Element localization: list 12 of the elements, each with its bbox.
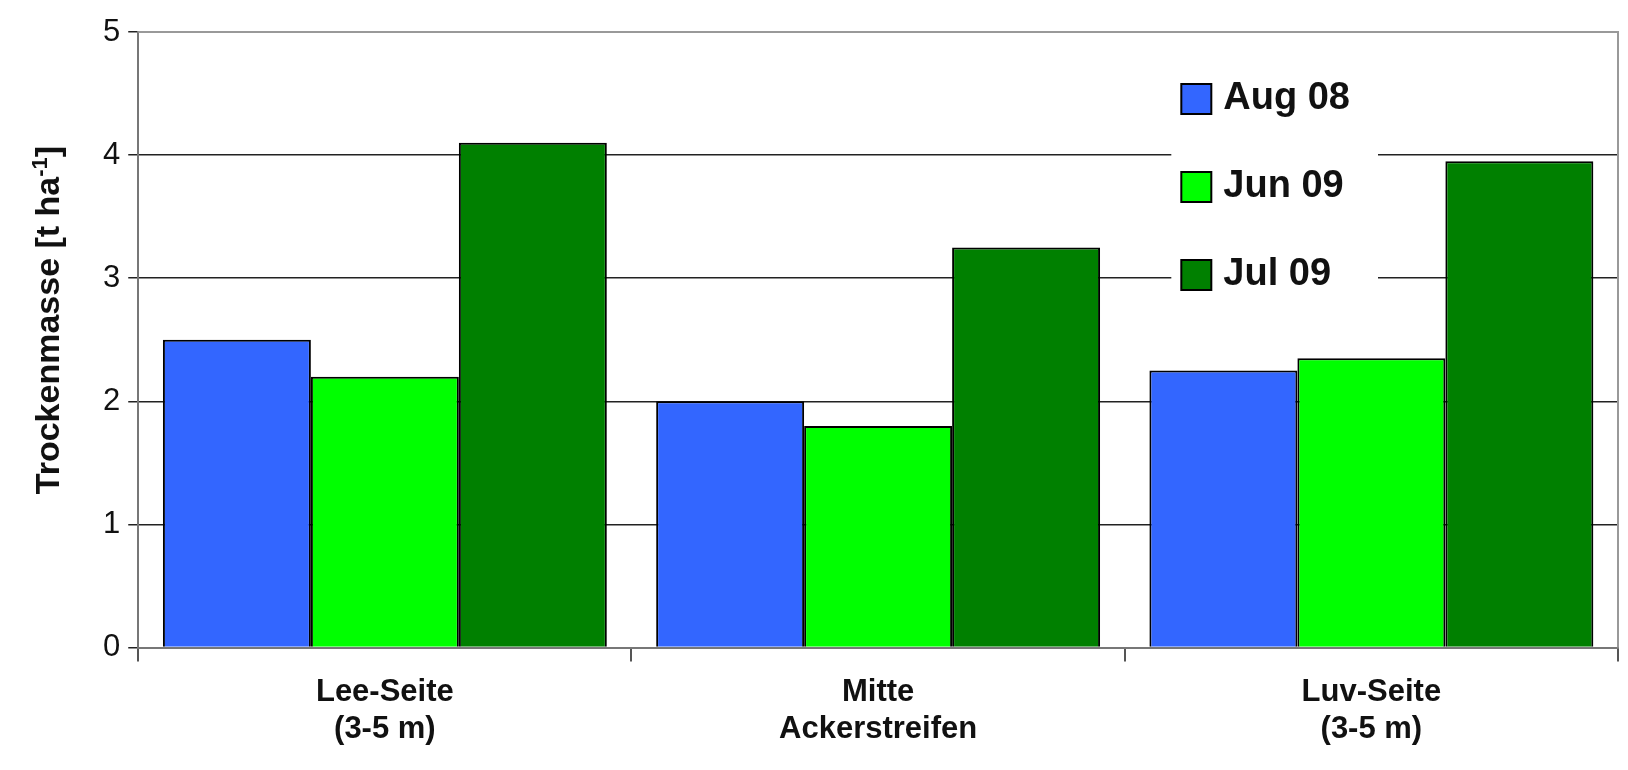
y-tick-label: 2 <box>102 381 121 417</box>
y-tick-label: 5 <box>102 12 121 48</box>
legend-label: Jul 09 <box>1223 251 1332 294</box>
legend-label: Jun 09 <box>1223 163 1344 206</box>
x-tick-label: Lee-Seite (3-5 m) <box>315 672 454 745</box>
y-tick-label: 0 <box>102 628 121 664</box>
y-tick-label: 1 <box>102 505 121 541</box>
x-tick-label: Luv-Seite (3-5 m) <box>1301 672 1442 745</box>
x-tick-label: Mitte Ackerstreifen <box>779 672 978 745</box>
y-tick-label: 4 <box>102 135 121 171</box>
legend-label: Aug 08 <box>1223 75 1351 118</box>
y-tick-label: 3 <box>102 258 121 294</box>
